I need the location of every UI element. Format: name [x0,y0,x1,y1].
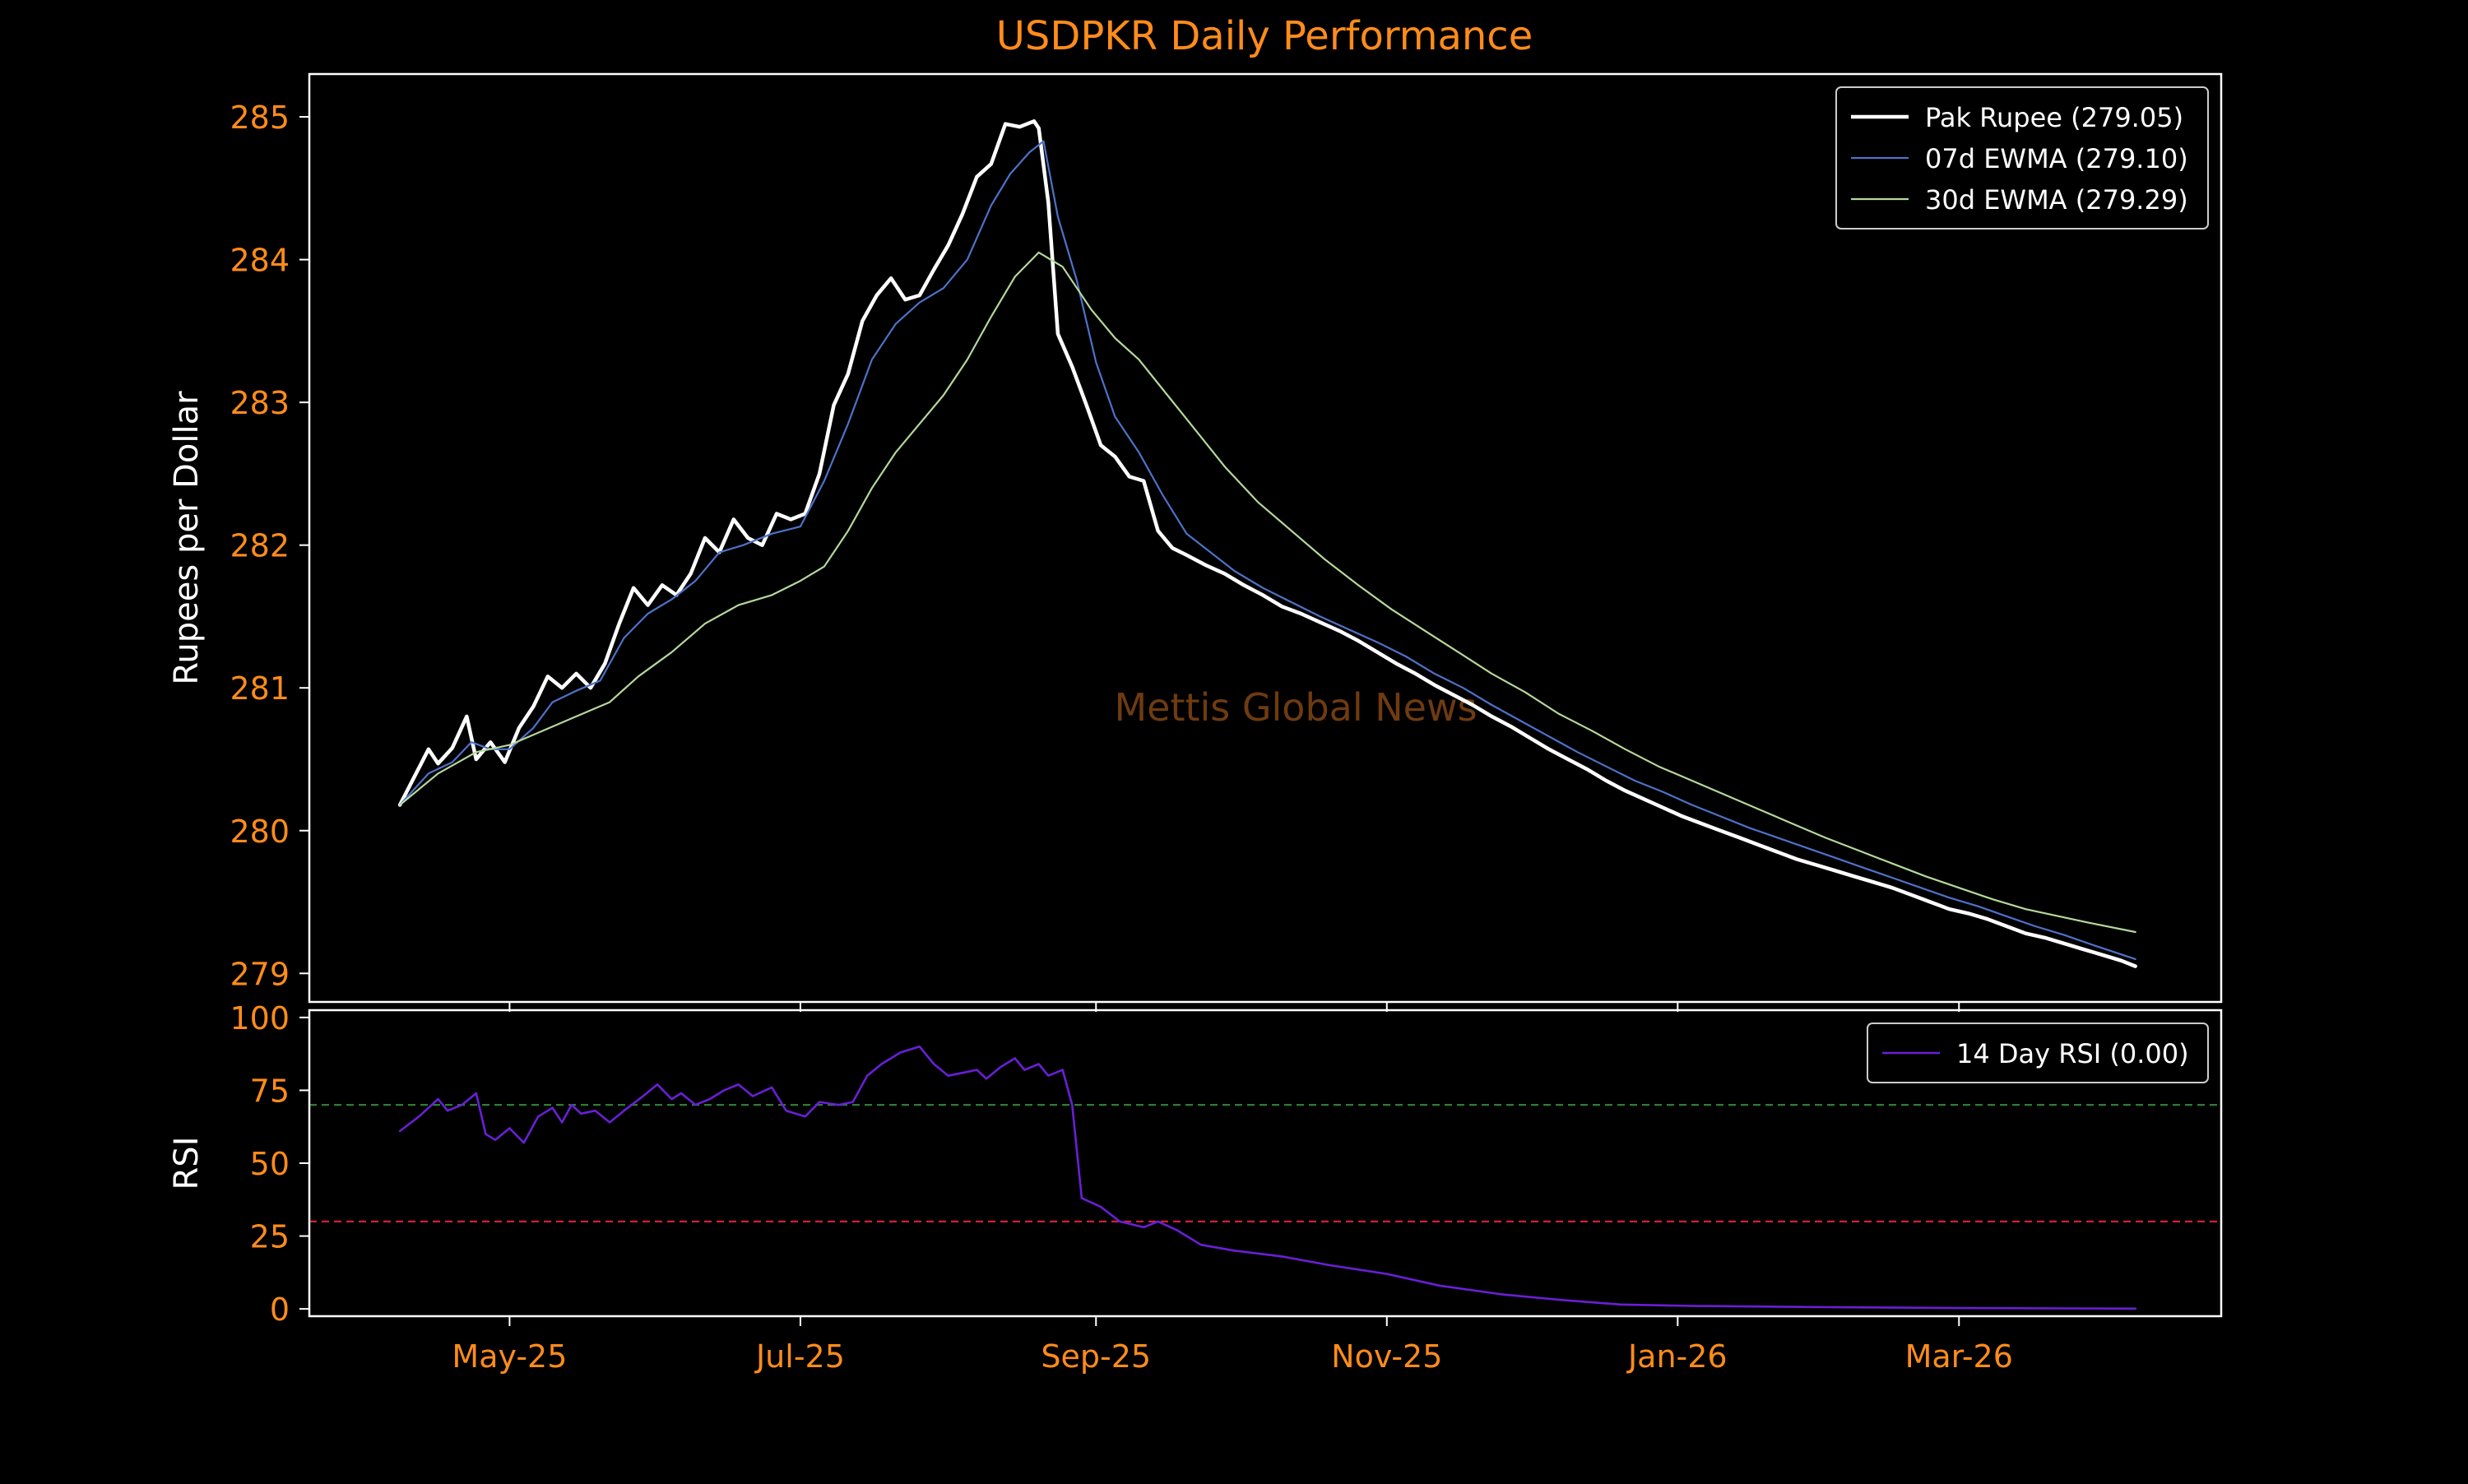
price-legend: Pak Rupee (279.05) 07d EWMA (279.10) 30d E… [1835,86,2209,230]
price-legend-box [1835,86,2209,230]
rsi-y-tick-label: 0 [270,1292,290,1328]
watermark: Mettis Global News [1114,685,1477,730]
price-y-tick-label: 282 [230,528,290,564]
rsi-y-axis: 0 25 50 75 100 [230,1000,309,1328]
rsi-legend: 14 Day RSI (0.00) [1867,1023,2209,1083]
price-y-axis: 279 280 281 282 283 284 285 [230,100,309,992]
price-series-line-0 [397,119,2137,968]
rsi-y-tick-label: 75 [250,1073,290,1109]
rsi-series-line-0 [398,1046,2136,1310]
rsi-x-axis: May-25 Jul-25 Sep-25 Nov-25 Jan-26 Mar-26 [452,1316,2013,1375]
x-tick-label: Jan-26 [1626,1338,1728,1375]
price-y-tick-label: 280 [230,814,290,850]
price-panel: Mettis Global News 279 280 281 282 283 284 285… [168,72,2223,1012]
price-panel-frame [308,72,2223,1004]
chart-title: USDPKR Daily Performance [996,13,1533,59]
rsi-y-tick-label: 25 [250,1219,290,1255]
x-tick-label: Sep-25 [1041,1338,1151,1375]
rsi-series-group [398,1046,2136,1310]
x-tick-label: May-25 [452,1338,567,1375]
rsi-legend-box [1867,1023,2209,1083]
rsi-reference-lines [309,1104,2221,1222]
price-series-line-1 [399,140,2136,961]
rsi-y-tick-label: 100 [230,1000,290,1036]
price-y-tick-label: 279 [230,956,290,992]
rsi-legend-label: 14 Day RSI (0.00) [1956,1038,2189,1069]
price-y-tick-label: 281 [230,670,290,707]
price-series-line-2 [399,251,2136,934]
x-tick-label: Jul-25 [754,1338,845,1375]
price-series-group [397,119,2137,968]
price-legend-label: 30d EWMA (279.29) [1925,184,2188,216]
rsi-y-tick-label: 50 [250,1146,290,1182]
price-y-tick-label: 285 [230,100,290,136]
x-tick-label: Mar-26 [1905,1338,2013,1375]
rsi-panel: 0 25 50 75 100 May-25 Jul-25 Sep-25 Nov-25 Jan-2… [168,1000,2223,1375]
rsi-y-axis-label: RSI [168,1137,206,1190]
price-y-axis-label: Rupees per Dollar [168,391,206,685]
price-legend-label: Pak Rupee (279.05) [1925,102,2183,133]
price-y-tick-label: 283 [230,385,290,421]
x-tick-label: Nov-25 [1331,1338,1442,1375]
price-y-tick-label: 284 [230,243,290,279]
price-legend-label: 07d EWMA (279.10) [1925,143,2188,174]
